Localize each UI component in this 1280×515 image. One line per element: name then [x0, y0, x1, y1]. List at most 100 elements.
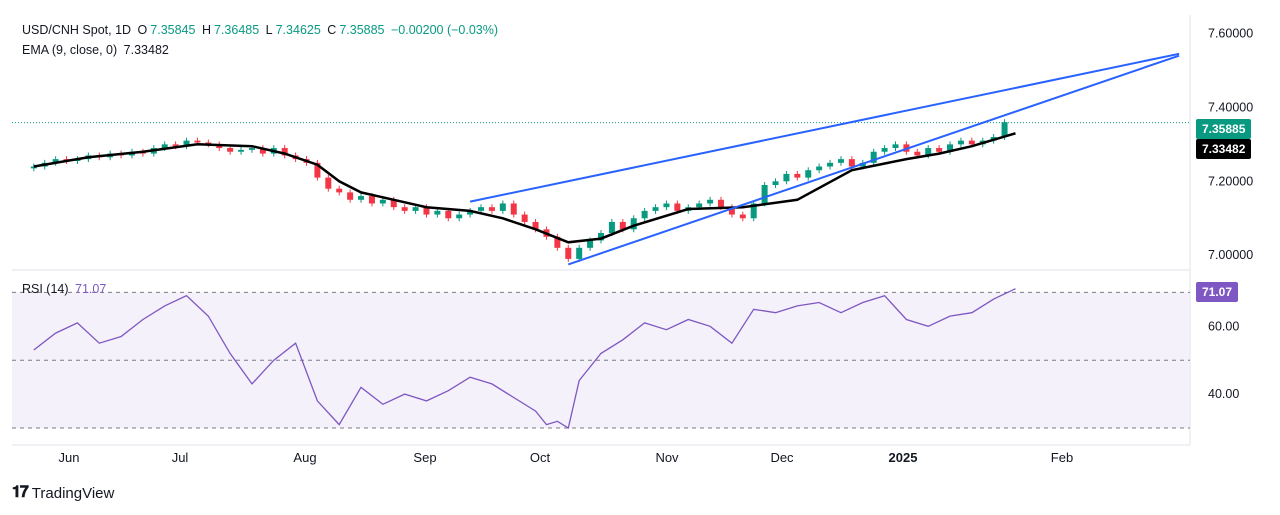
candle-body — [52, 159, 59, 163]
candle-body — [870, 151, 877, 163]
symbol-label: USD/CNH Spot, 1D — [22, 23, 132, 37]
candle-body — [314, 162, 321, 178]
price-tick-label: 7.60000 — [1208, 26, 1253, 40]
candle-body — [488, 207, 495, 211]
ema-label: EMA (9, close, 0) — [22, 43, 118, 57]
trendline — [567, 54, 1180, 266]
candle-body — [957, 140, 964, 145]
candle-body — [598, 233, 604, 241]
candle-body — [914, 151, 921, 156]
time-tick-label: Dec — [770, 450, 794, 465]
candle-body — [172, 144, 179, 147]
time-tick-label: Aug — [293, 450, 316, 465]
candle-body — [739, 214, 746, 219]
candle-body — [336, 188, 343, 193]
candle-body — [892, 144, 899, 149]
candle-body — [205, 142, 212, 145]
candle-body — [325, 177, 332, 189]
ema-value: 7.33482 — [123, 43, 169, 57]
candle-body — [238, 149, 245, 152]
rsi-price-label: 71.07 — [1196, 282, 1239, 302]
candle-body — [467, 210, 474, 215]
close-label: C — [327, 23, 337, 37]
candle-body — [783, 173, 790, 182]
ema-price-label: 7.33482 — [1196, 139, 1252, 159]
time-tick-label: Jul — [172, 450, 189, 465]
low-value: 7.34625 — [275, 23, 321, 37]
candle-body — [630, 218, 637, 230]
brand-text: TradingView — [31, 484, 115, 502]
candle-body — [619, 221, 626, 230]
candle-body — [947, 144, 954, 152]
candle-body — [881, 148, 888, 152]
candle-body — [521, 214, 528, 222]
candle-body — [456, 214, 463, 219]
candle-body — [554, 236, 561, 248]
candle-body — [827, 162, 834, 167]
tradingview-logo-icon: 𝟏𝟕 — [12, 484, 29, 501]
candle-body — [445, 210, 452, 219]
candle-body — [805, 170, 812, 178]
candle-body — [194, 140, 201, 143]
candle-body — [936, 148, 943, 152]
candle-body — [794, 173, 801, 178]
candle-body — [478, 207, 485, 211]
candle-body — [401, 207, 408, 211]
candle-body — [587, 240, 594, 248]
ema-line — [33, 132, 1016, 244]
high-value: 7.36485 — [213, 23, 260, 37]
candle-body — [412, 207, 419, 211]
candle-body — [358, 196, 365, 200]
candle-body — [772, 181, 779, 185]
rsi-tick-label: 60.00 — [1208, 319, 1239, 333]
rsi-label: RSI (14) — [22, 282, 69, 296]
price-tick-label: 7.20000 — [1208, 174, 1253, 188]
candle-body — [925, 148, 932, 156]
close-value: 7.35885 — [339, 23, 385, 37]
ema-header: EMA (9, close, 0) 7.33482 — [22, 43, 172, 57]
tradingview-brand[interactable]: 𝟏𝟕 TradingView — [12, 484, 114, 502]
candle-body — [576, 247, 583, 259]
candle-body — [434, 210, 441, 215]
candle-body — [707, 199, 714, 204]
rsi-band — [12, 292, 1190, 429]
rsi-line — [33, 288, 1016, 430]
candle-body — [379, 199, 386, 204]
candle-body — [183, 140, 190, 147]
candle-body — [499, 203, 506, 211]
candle-body — [968, 140, 975, 145]
candle-body — [1001, 122, 1008, 137]
symbol-header: USD/CNH Spot, 1D O 7.35845 H 7.36485 L 7.34… — [22, 23, 501, 37]
candle-body — [641, 210, 648, 219]
candle-body — [696, 203, 703, 208]
open-label: O — [137, 23, 148, 37]
time-tick-label: Feb — [1051, 450, 1073, 465]
candle-body — [510, 203, 517, 215]
rsi-value: 71.07 — [75, 282, 107, 296]
candle-body — [423, 207, 430, 215]
candle-body — [281, 148, 288, 156]
time-tick-label: Oct — [530, 450, 551, 465]
candle-body — [368, 196, 375, 204]
price-tick-label: 7.40000 — [1208, 100, 1253, 114]
time-tick-label: Nov — [655, 450, 679, 465]
candle-body — [30, 166, 37, 169]
candle-body — [837, 159, 844, 163]
time-tick-label: Jun — [59, 450, 80, 465]
candle-body — [259, 148, 266, 154]
candle-body — [761, 185, 768, 204]
rsi-tick-label: 40.00 — [1208, 387, 1239, 401]
last-price-label: 7.35885 — [1196, 119, 1252, 139]
candle-body — [652, 207, 659, 211]
candle-body — [390, 199, 397, 208]
candle-body — [532, 221, 539, 230]
candle-body — [161, 144, 168, 149]
candle-body — [565, 247, 572, 259]
candle-body — [608, 221, 615, 234]
candle-body — [717, 199, 724, 208]
candle-body — [674, 203, 681, 211]
time-tick-label: Sep — [413, 450, 436, 465]
candle-body — [848, 159, 855, 167]
time-tick-label: 2025 — [889, 450, 918, 465]
